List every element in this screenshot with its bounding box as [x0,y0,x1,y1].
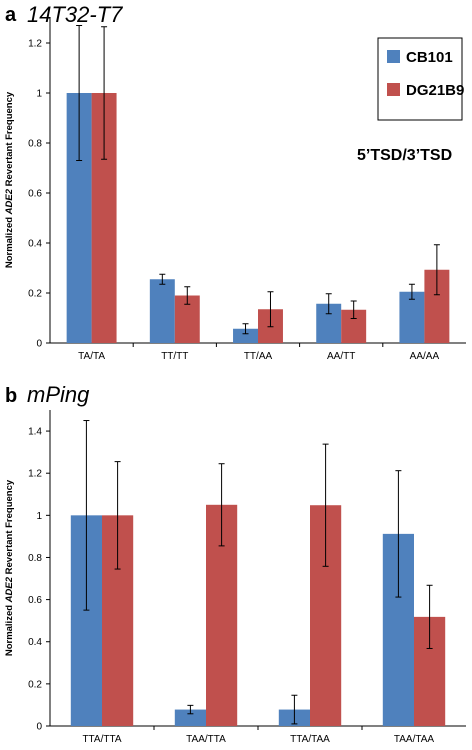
panel-a-letter: a [5,4,17,26]
legend-swatch-dg21b9 [387,83,400,96]
y-axis-label-gene: ADE2 [4,576,15,603]
y-axis-label-suffix: Revertant Frequency [4,479,15,577]
x-category-label: TT/AA [244,351,273,362]
legend-swatch-cb101 [387,50,400,63]
y-tick-label: 1.4 [28,427,42,438]
legend-panel-a: CB101 DG21B9 [377,37,464,121]
y-tick-label: 0.8 [28,553,42,564]
y-axis-label: Normalized ADE2 Revertant Frequency [4,479,15,656]
legend-label-dg21b9: DG21B9 [406,82,464,99]
panel-a-title: 14T32-T7 [27,2,123,27]
y-tick-label: 0.2 [28,289,42,300]
bar-cb101-aa-aa [399,291,425,343]
x-category-label: AA/AA [410,351,440,362]
y-tick-label: 1.2 [28,39,42,50]
y-tick-label: 0.8 [28,139,42,150]
legend-label-cb101: CB101 [406,49,453,66]
x-category-label: TT/TT [161,351,188,362]
tsd-annotation: 5’TSD/3’TSD [357,147,452,164]
y-tick-label: 1 [36,89,42,100]
x-category-label: TAA/TAA [394,734,435,745]
y-tick-label: 0.6 [28,595,42,606]
panel-b-title: mPing [27,382,90,407]
y-axis-label-gene: ADE2 [4,188,15,215]
y-tick-label: 0 [36,339,42,350]
y-axis-label-prefix: Normalized [4,602,15,656]
y-tick-label: 0.4 [28,239,42,250]
y-axis-label-suffix: Revertant Frequency [4,91,15,189]
chart-panel-a: 0 0.2 0.4 0.6 0.8 1 1.2 Normalized ADE2 Reverta… [4,18,466,362]
y-axis-label-prefix: Normalized [4,214,15,268]
y-tick-label: 1 [36,511,42,522]
x-category-label: TA/TA [78,351,105,362]
bar-cb101-tt-aa [233,328,258,343]
y-tick-label: 1.2 [28,469,42,480]
y-tick-label: 0 [36,722,42,733]
y-tick-label: 0.4 [28,637,42,648]
y-axis-label: Normalized ADE2 Revertant Frequency [4,91,15,268]
bar-cb101-tt-tt [149,279,175,343]
panel-b-letter: b [5,385,17,407]
x-category-label: TTA/TAA [290,734,330,745]
y-tick-label: 0.6 [28,189,42,200]
bar-cb101-taa-tta [174,709,206,726]
x-category-label: TAA/TTA [186,734,226,745]
x-category-label: AA/TT [327,351,355,362]
x-category-label: TTA/TTA [82,734,121,745]
chart-panel-b: 0 0.2 0.4 0.6 0.8 1 1.2 1.4 Normalized ADE2 Reve… [4,410,466,745]
y-tick-label: 0.2 [28,679,42,690]
